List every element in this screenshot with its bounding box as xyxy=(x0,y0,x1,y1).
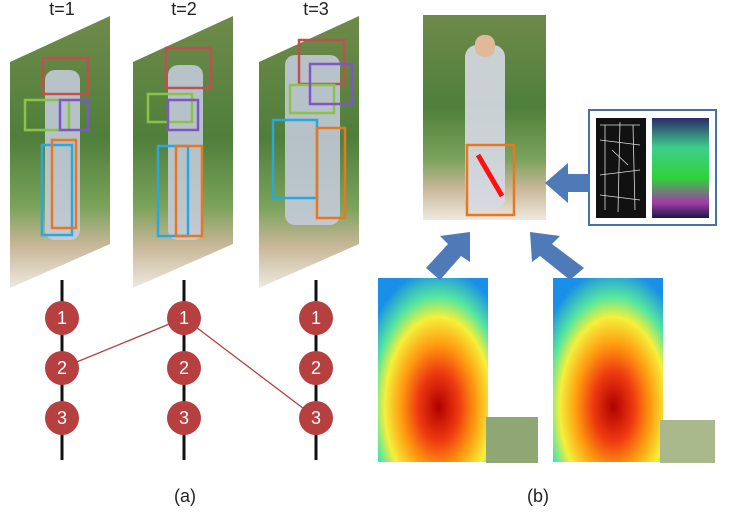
time-label: t=2 xyxy=(171,0,197,19)
figure: 1 2 3 1 2 3 1 2 3 (a) (b) t=1 t=2 t=3 xyxy=(0,0,733,519)
player xyxy=(285,55,340,225)
node-label: 3 xyxy=(57,408,67,428)
node-label: 1 xyxy=(179,308,189,328)
node-label: 3 xyxy=(179,408,189,428)
caption: (b) xyxy=(527,486,549,506)
frame-images xyxy=(10,16,359,288)
pose-panel xyxy=(378,15,716,463)
edge xyxy=(62,318,184,368)
caption: (a) xyxy=(174,486,196,506)
track-graph: 1 2 3 1 2 3 1 2 3 xyxy=(45,280,333,460)
node-label: 1 xyxy=(57,308,67,328)
node-label: 2 xyxy=(311,358,321,378)
node-label: 1 xyxy=(311,308,321,328)
node-label: 3 xyxy=(311,408,321,428)
edge xyxy=(184,318,316,418)
node-label: 2 xyxy=(57,358,67,378)
player xyxy=(168,65,203,240)
time-label: t=1 xyxy=(49,0,75,19)
time-label: t=3 xyxy=(303,0,329,19)
node-label: 2 xyxy=(179,358,189,378)
